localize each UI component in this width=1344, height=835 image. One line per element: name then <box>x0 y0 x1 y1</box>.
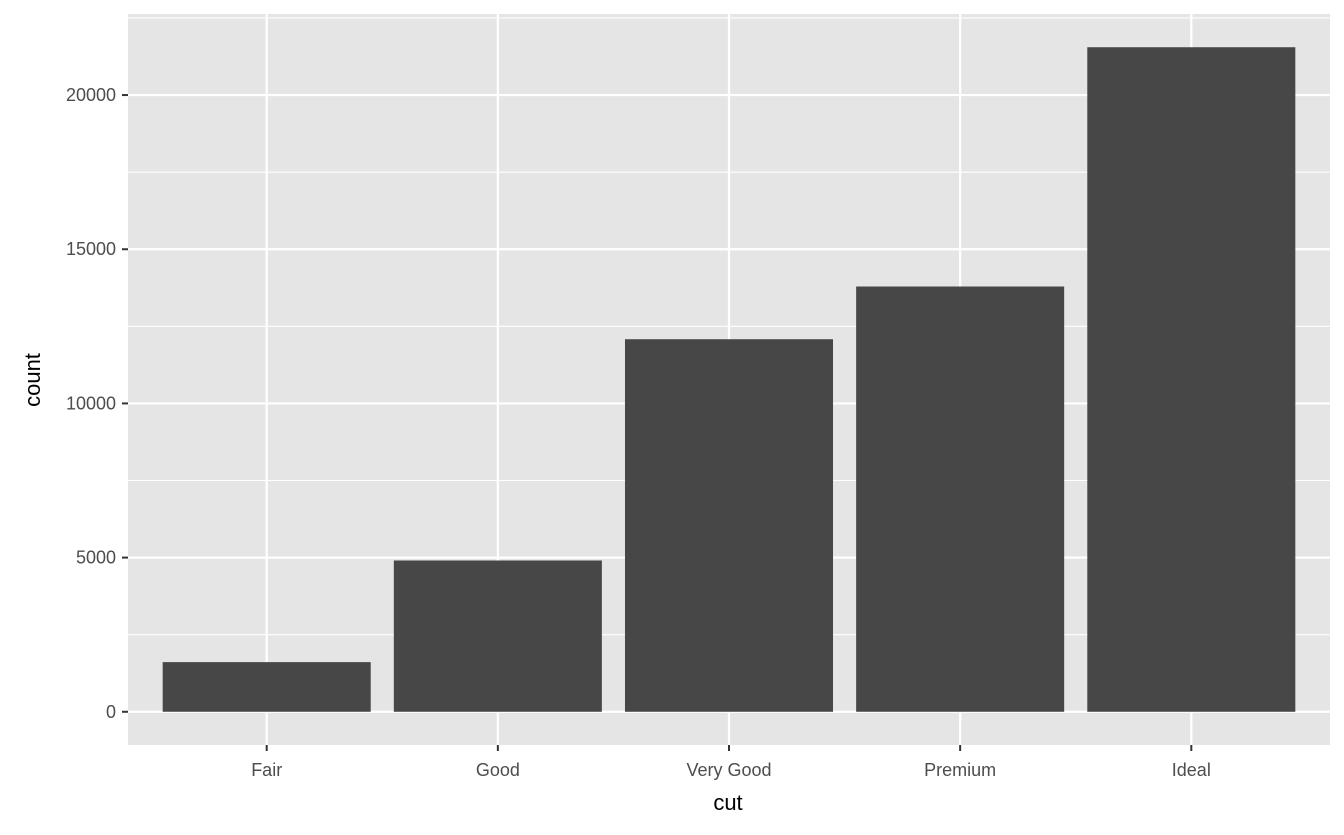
bar-good <box>393 560 602 712</box>
y-axis-title: count <box>20 353 45 407</box>
x-tick-label: Premium <box>924 760 996 780</box>
y-tick-label: 0 <box>106 702 116 722</box>
x-axis-title: cut <box>713 790 742 815</box>
bar-ideal <box>1087 47 1296 712</box>
y-axis: 0 5000 10000 15000 20000 <box>66 85 128 722</box>
y-tick-label: 15000 <box>66 239 116 259</box>
x-tick-label: Fair <box>251 760 282 780</box>
y-tick-label: 20000 <box>66 85 116 105</box>
bar-fair <box>162 662 371 712</box>
y-tick-label: 10000 <box>66 393 116 413</box>
x-axis: Fair Good Very Good Premium Ideal <box>251 745 1211 780</box>
bars <box>162 47 1296 712</box>
x-tick-label: Very Good <box>686 760 771 780</box>
y-tick-label: 5000 <box>76 548 116 568</box>
bar-premium <box>856 286 1065 712</box>
x-tick-label: Ideal <box>1172 760 1211 780</box>
bar-very-good <box>624 339 834 712</box>
x-tick-label: Good <box>476 760 520 780</box>
